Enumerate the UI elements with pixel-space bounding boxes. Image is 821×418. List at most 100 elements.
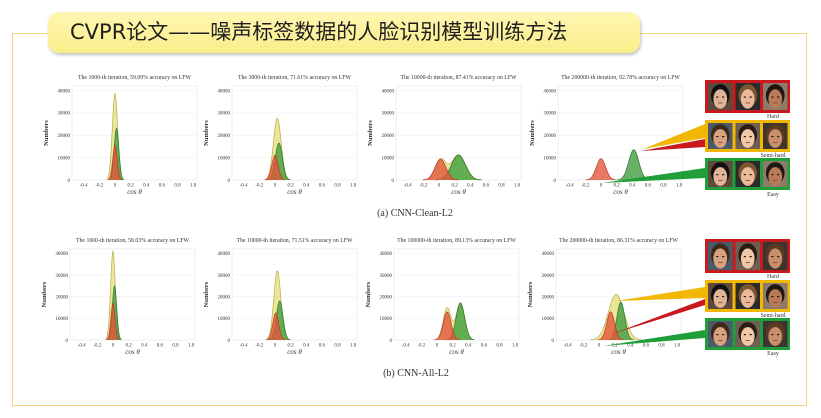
y-tick-label: 30000 [382, 112, 395, 117]
x-tick-label: 0.4 [303, 184, 310, 189]
density-curve-3 [597, 311, 624, 341]
density-curve-1 [590, 294, 642, 341]
y-tick-label: 20000 [544, 134, 557, 139]
x-tick-label: 0 [112, 344, 115, 349]
x-tick-label: -0.4 [564, 344, 572, 349]
x-axis-label: cos θ [127, 188, 142, 196]
x-tick-label: 0.6 [645, 184, 652, 189]
density-curve-3 [264, 155, 286, 181]
y-tick-label: 30000 [56, 274, 69, 279]
y-tick-label: 0 [390, 339, 393, 344]
chart-6: 0 10000 20000 30000 40000 -0.4 -0.2 0 0.2 0.4 0.6 0… [203, 238, 358, 356]
hard-panel: Hard [705, 80, 790, 120]
y-tick-label: 10000 [382, 156, 395, 161]
y-tick-label: 20000 [380, 295, 393, 300]
x-tick-label: 0.6 [483, 184, 490, 189]
y-tick-label: 40000 [58, 89, 71, 94]
y-tick-label: 20000 [218, 134, 231, 139]
chart-7: 0 10000 20000 30000 40000 -0.4 -0.2 0 0.2 0.4 0.6 0… [365, 238, 520, 356]
x-tick-label: 0.6 [157, 344, 164, 349]
hard-label: Hard [767, 114, 779, 120]
face-thumbnail [735, 161, 760, 187]
easy-connector [603, 330, 705, 346]
x-tick-label: 0.2 [449, 344, 456, 349]
plot-area [69, 248, 196, 341]
connectors-row-a [602, 124, 705, 183]
face-thumbnail [735, 242, 760, 270]
y-tick-label: 40000 [544, 89, 557, 94]
x-axis-label: cos θ [287, 188, 302, 196]
y-tick-label: 0 [68, 179, 71, 184]
y-tick-label: 0 [554, 179, 557, 184]
x-tick-label: 0.8 [174, 184, 181, 189]
x-tick-label: -0.2 [417, 344, 425, 349]
face-thumbnail [708, 321, 733, 347]
chart-1: 0 10000 20000 30000 40000 -0.4 -0.2 0 0.2 0.4 0.6 0… [43, 75, 198, 196]
chart-title: The 200000-th iteration, 86.31% accuracy… [559, 238, 678, 244]
x-tick-label: 0.2 [127, 184, 134, 189]
face-thumbnail [735, 123, 760, 149]
x-axis-label: cos θ [287, 348, 302, 356]
connectors-row-b [603, 287, 705, 346]
y-axis-label: Numbers [529, 120, 536, 146]
y-tick-label: 20000 [58, 134, 71, 139]
x-tick-label: -0.4 [402, 344, 410, 349]
x-tick-label: 0 [438, 184, 441, 189]
x-tick-label: 0.4 [141, 344, 148, 349]
easy-connector [602, 168, 705, 183]
y-tick-label: 40000 [542, 252, 555, 257]
x-tick-label: -0.2 [419, 184, 427, 189]
x-tick-label: 1.0 [514, 184, 521, 189]
x-tick-label: -0.2 [255, 184, 263, 189]
x-tick-label: 0 [274, 344, 277, 349]
face-thumbnail [708, 242, 733, 270]
y-tick-label: 0 [228, 179, 231, 184]
y-axis-label: Numbers [365, 281, 372, 307]
plot-area [71, 85, 198, 181]
x-tick-label: 1.0 [188, 344, 195, 349]
x-tick-label: -0.2 [95, 184, 103, 189]
easy-label: Easy [767, 192, 779, 198]
sample-panels: Hard Semi-hard Easy Hard Semi-hard Easy [705, 80, 790, 357]
x-axis-label: cos θ [449, 348, 464, 356]
x-tick-label: 0 [436, 344, 439, 349]
y-tick-label: 20000 [56, 295, 69, 300]
x-tick-label: 1.0 [512, 344, 519, 349]
hard-label: Hard [767, 274, 779, 280]
face-thumbnail [763, 242, 788, 270]
x-tick-label: 1.0 [350, 184, 357, 189]
easy-panel: Easy [705, 318, 790, 357]
y-axis-label: Numbers [43, 120, 50, 146]
face-thumbnail [763, 83, 788, 110]
semi-hard-label: Semi-hard [761, 313, 786, 319]
face-thumbnail [763, 321, 788, 347]
x-tick-label: -0.2 [579, 344, 587, 349]
x-tick-label: 1.0 [190, 184, 197, 189]
y-tick-label: 10000 [218, 317, 231, 322]
density-curve-3 [434, 311, 460, 341]
y-tick-label: 30000 [58, 112, 71, 117]
x-tick-label: 0.4 [629, 184, 636, 189]
x-tick-label: 0.4 [467, 184, 474, 189]
density-curve-3 [422, 159, 459, 181]
x-tick-label: 0.8 [496, 344, 503, 349]
x-tick-label: 0.2 [451, 184, 458, 189]
semi-hard-connector [643, 124, 705, 149]
chart-3: 0 10000 20000 30000 40000 -0.4 -0.2 0 0.2 0.4 0.6 0… [367, 75, 522, 196]
face-thumbnail [735, 83, 760, 110]
semi-hard-connector [616, 287, 705, 301]
face-thumbnail [708, 283, 733, 309]
y-tick-label: 0 [228, 339, 231, 344]
y-tick-label: 20000 [542, 295, 555, 300]
face-thumbnail [763, 161, 788, 187]
y-tick-label: 10000 [380, 317, 393, 322]
x-tick-label: 0.6 [643, 344, 650, 349]
face-thumbnail [708, 161, 733, 187]
chart-title: The 200000-th iteration, 92.78% accuracy… [561, 75, 680, 81]
x-tick-label: -0.4 [80, 184, 88, 189]
hard-connector [612, 299, 705, 334]
y-tick-label: 40000 [56, 252, 69, 257]
density-curve-3 [266, 312, 286, 341]
y-tick-label: 40000 [218, 252, 231, 257]
y-axis-label: Numbers [527, 281, 534, 307]
